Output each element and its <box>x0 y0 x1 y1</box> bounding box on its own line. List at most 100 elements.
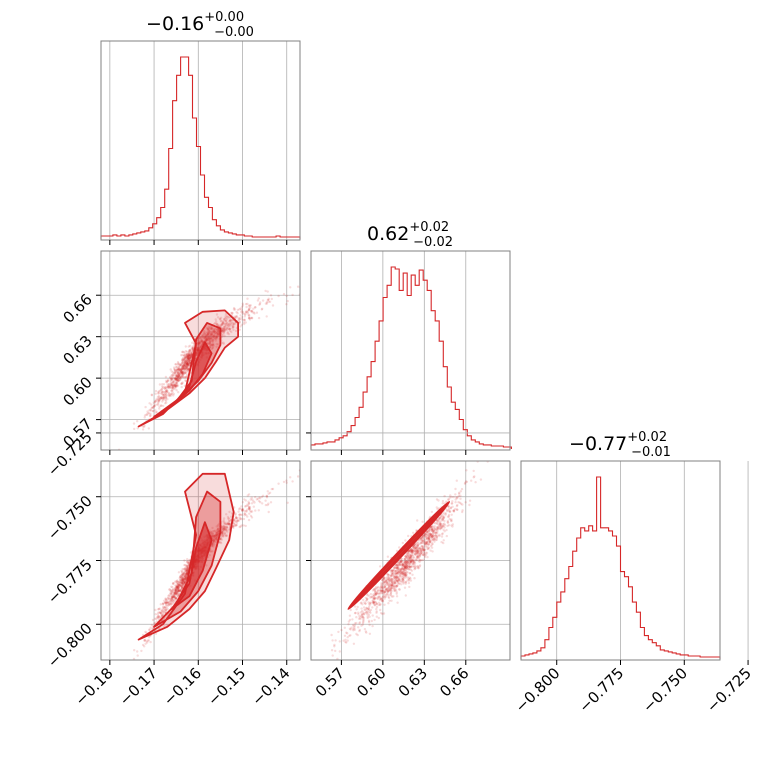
sample-point <box>428 540 431 543</box>
sample-point <box>392 574 395 578</box>
sample-point <box>208 337 211 340</box>
sample-point <box>181 372 184 375</box>
sample-point <box>155 617 158 621</box>
sample-point <box>167 386 170 389</box>
sample-point <box>214 336 217 339</box>
sample-point <box>360 601 363 604</box>
sample-point <box>184 360 187 363</box>
sample-point <box>176 370 179 374</box>
sample-point <box>158 398 161 402</box>
sample-point <box>458 492 461 495</box>
sample-point <box>173 371 176 374</box>
sample-point <box>434 531 437 534</box>
sample-point <box>285 303 288 306</box>
sample-point <box>147 427 150 430</box>
sample-point <box>435 506 438 509</box>
sample-point <box>140 649 143 653</box>
sample-point <box>447 507 451 511</box>
sample-point <box>183 361 186 364</box>
sample-point <box>427 534 430 538</box>
sample-point <box>396 584 399 587</box>
sample-point <box>195 353 198 357</box>
sample-point <box>216 333 220 337</box>
sample-point <box>244 302 248 306</box>
sample-point <box>463 482 467 485</box>
sample-point <box>185 371 188 375</box>
sample-point <box>402 569 405 573</box>
sample-point <box>243 315 246 318</box>
sample-point <box>162 395 165 398</box>
x-tick-label: −0.16 <box>160 664 205 709</box>
sample-point <box>153 622 156 625</box>
sample-point <box>166 398 169 401</box>
sample-point <box>229 319 232 322</box>
sample-point <box>425 530 428 534</box>
sample-point <box>182 577 186 580</box>
sample-point <box>221 530 224 533</box>
sample-point <box>170 600 173 604</box>
sample-point <box>180 354 183 357</box>
sample-point <box>445 500 448 503</box>
sample-point <box>224 328 227 331</box>
sample-point <box>210 334 213 337</box>
sample-point <box>154 400 157 403</box>
sample-point <box>220 320 223 323</box>
sample-point <box>212 334 215 337</box>
sample-point <box>177 366 180 369</box>
sample-point <box>210 347 214 351</box>
sample-point <box>415 551 419 554</box>
sample-point <box>204 334 207 337</box>
sample-point <box>186 356 189 359</box>
sample-point <box>136 654 139 657</box>
sample-point <box>181 358 184 361</box>
sample-point <box>362 620 365 623</box>
sample-point <box>219 316 223 319</box>
sample-point <box>437 499 440 502</box>
sample-point <box>418 565 421 568</box>
sample-point <box>465 469 468 472</box>
sample-point <box>448 510 451 514</box>
sample-point <box>186 361 189 364</box>
sample-point <box>361 603 364 606</box>
sample-point <box>351 618 354 621</box>
sample-point <box>186 571 189 575</box>
sample-point <box>404 564 407 568</box>
sample-point <box>174 589 177 593</box>
sample-point <box>235 315 239 318</box>
sample-point <box>176 363 179 366</box>
sample-point <box>409 547 413 551</box>
sample-point <box>156 616 159 619</box>
sample-point <box>166 597 170 600</box>
sample-point <box>221 329 224 333</box>
sample-point <box>397 562 401 565</box>
sample-point <box>170 591 173 594</box>
sample-point <box>408 561 411 565</box>
sample-point <box>175 368 179 372</box>
sample-point <box>248 507 251 511</box>
sample-point <box>217 525 220 528</box>
sample-point <box>175 596 178 600</box>
sample-point <box>176 378 179 381</box>
sample-point <box>431 533 434 536</box>
sample-point <box>451 505 454 508</box>
sample-point <box>188 359 191 362</box>
sample-point <box>179 367 182 371</box>
sample-point <box>188 350 191 354</box>
sample-point <box>353 628 356 631</box>
sample-point <box>242 524 245 527</box>
sample-point <box>199 344 202 347</box>
sample-point <box>235 310 238 314</box>
sample-point <box>161 614 164 617</box>
sample-point <box>402 569 405 572</box>
sample-point <box>331 654 334 657</box>
sample-point <box>156 397 159 401</box>
sample-point <box>189 356 193 359</box>
sample-point <box>224 534 228 538</box>
sample-point <box>400 572 403 575</box>
sample-point <box>353 611 357 615</box>
sample-point <box>373 588 376 591</box>
sample-point <box>168 392 171 395</box>
sample-point <box>180 370 184 374</box>
sample-point <box>403 563 406 566</box>
sample-point <box>206 327 209 331</box>
